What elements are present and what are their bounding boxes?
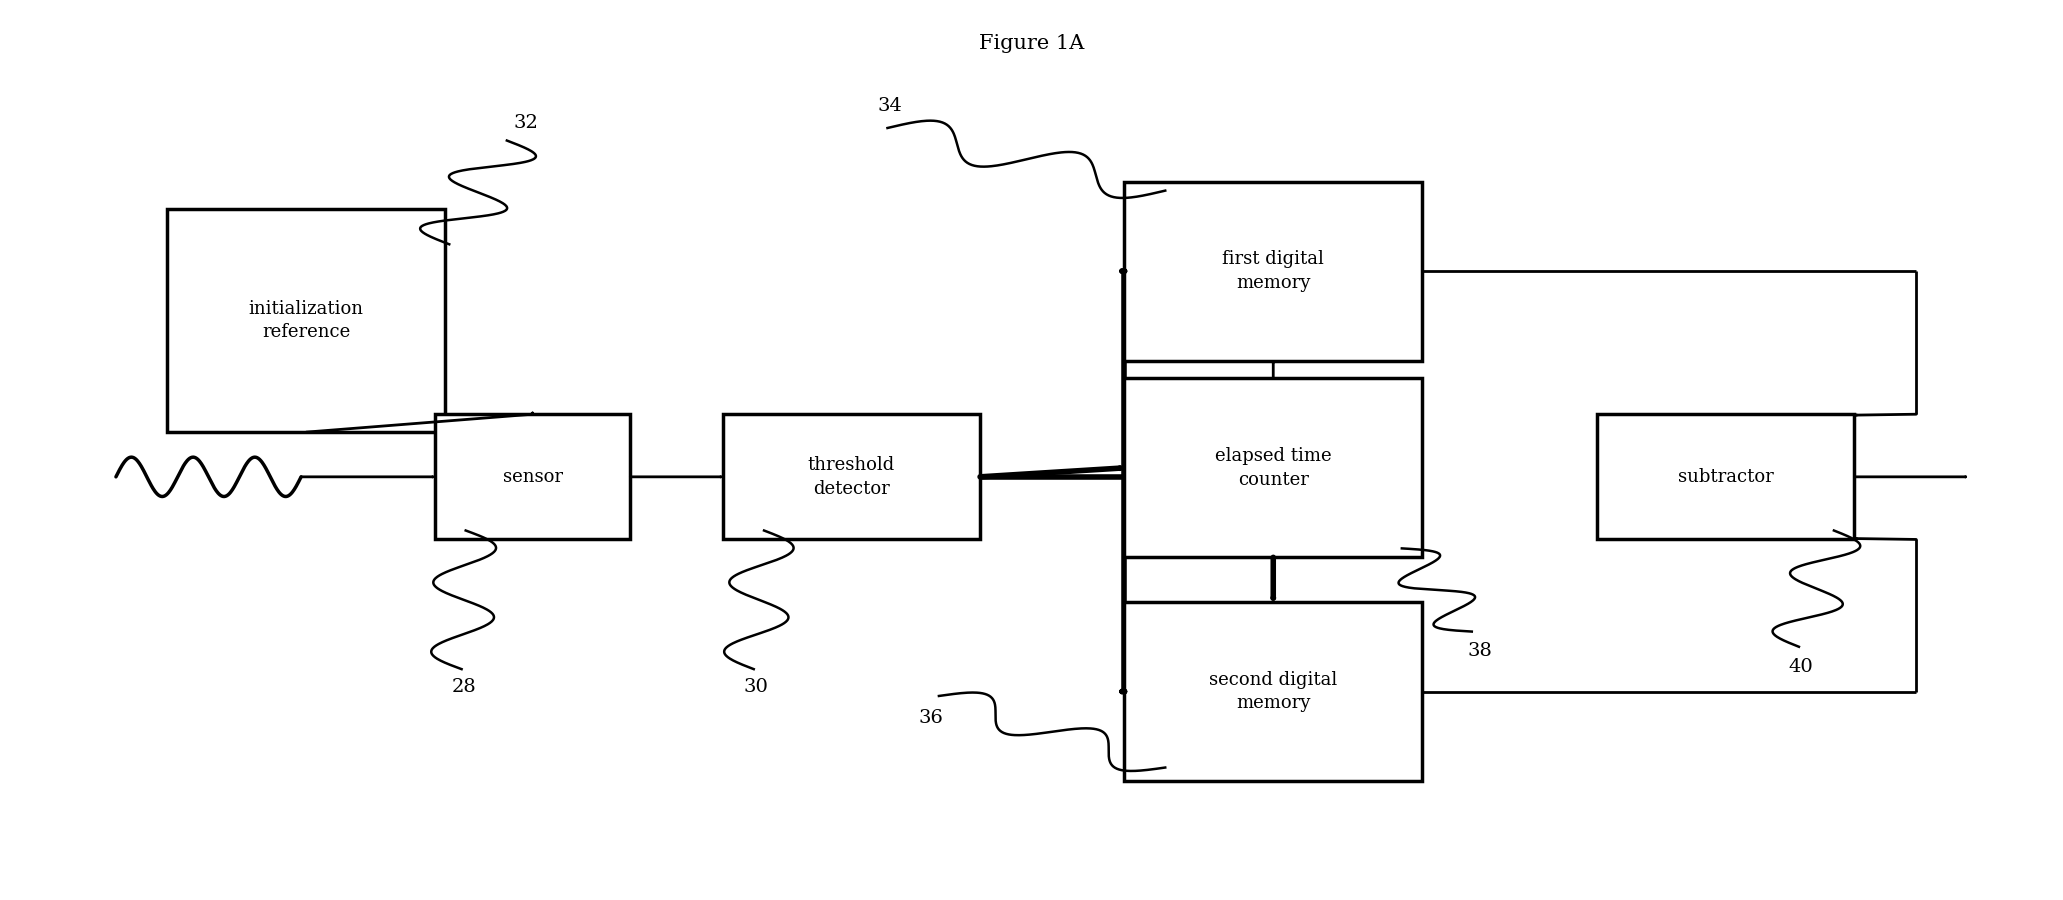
Bar	[1597, 414, 1855, 539]
Bar	[722, 414, 980, 539]
Text: 30: 30	[743, 678, 767, 696]
Bar	[1124, 378, 1421, 557]
Text: sensor: sensor	[503, 468, 563, 486]
Bar	[167, 209, 446, 432]
Text: initialization
reference: initialization reference	[250, 300, 363, 341]
Text: subtractor: subtractor	[1677, 468, 1774, 486]
Text: 38: 38	[1467, 643, 1492, 661]
Text: 36: 36	[918, 709, 943, 727]
Text: 40: 40	[1789, 658, 1813, 676]
Text: 28: 28	[452, 678, 477, 696]
Bar	[1124, 182, 1421, 361]
Text: second digital
memory: second digital memory	[1209, 670, 1337, 712]
Bar	[1124, 602, 1421, 781]
Text: first digital
memory: first digital memory	[1221, 250, 1324, 292]
Text: 32: 32	[514, 113, 538, 131]
Text: Figure 1A: Figure 1A	[978, 34, 1085, 53]
Text: threshold
detector: threshold detector	[809, 456, 895, 498]
Text: elapsed time
counter: elapsed time counter	[1215, 447, 1331, 489]
Bar	[435, 414, 631, 539]
Text: 34: 34	[877, 96, 902, 114]
